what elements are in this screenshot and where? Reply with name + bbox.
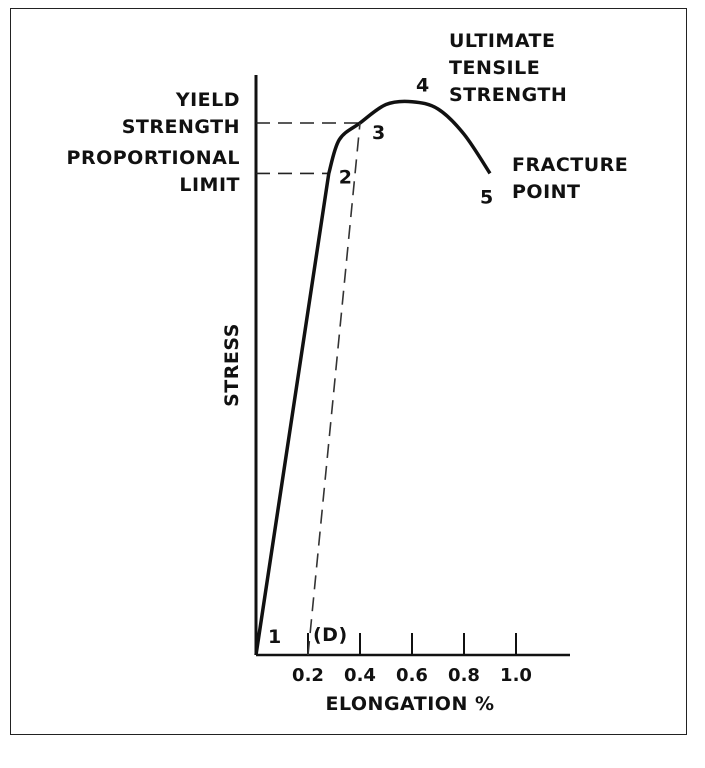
ultimate-label-line1: ULTIMATE <box>449 30 556 52</box>
x-tick-label: 0.6 <box>396 665 428 686</box>
x-tick-label: 0.2 <box>292 665 324 686</box>
fracture-label-line2: POINT <box>512 181 581 203</box>
x-tick-label: 0.4 <box>344 665 376 686</box>
point-label-5: 5 <box>480 186 494 208</box>
proportional-label-line2: LIMIT <box>179 174 240 196</box>
proportional-label-line1: PROPORTIONAL <box>67 147 240 169</box>
x-tick-label: 0.8 <box>448 665 480 686</box>
x-axis-label: ELONGATION % <box>325 693 494 715</box>
ultimate-label-line3: STRENGTH <box>449 84 567 106</box>
offset-label: (D) <box>313 624 348 646</box>
offset-line <box>307 122 361 656</box>
yield-label-line2: STRENGTH <box>122 116 240 138</box>
x-tick-label: 1.0 <box>500 665 532 686</box>
point-label-1: 1 <box>268 626 282 648</box>
y-axis-label: STRESS <box>221 323 243 407</box>
point-label-2: 2 <box>339 166 353 188</box>
point-label-3: 3 <box>372 122 386 144</box>
ultimate-label-line2: TENSILE <box>449 57 540 79</box>
point-label-4: 4 <box>416 75 430 97</box>
fracture-label-line1: FRACTURE <box>512 154 628 176</box>
yield-label-line1: YIELD <box>175 89 240 111</box>
stress-strain-curve <box>254 99 492 656</box>
